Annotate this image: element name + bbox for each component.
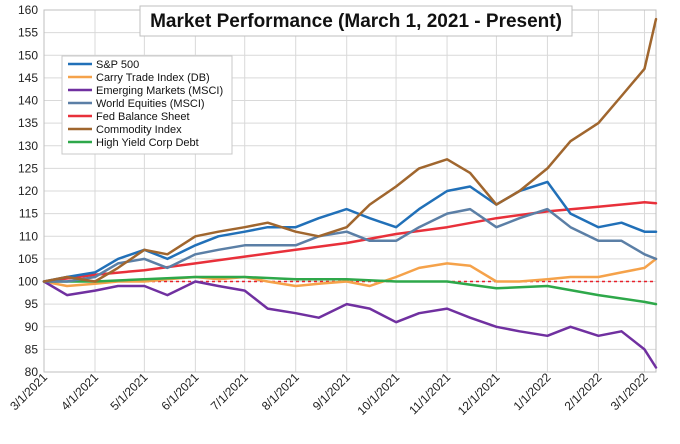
x-tick-label-11: 2/1/2022: [562, 370, 605, 413]
legend-box: [61, 55, 233, 155]
y-tick-label-125: 125: [18, 161, 38, 175]
series-line-carry-trade-index-db: [42, 257, 658, 288]
x-tick-label-10: 1/1/2022: [511, 370, 554, 413]
x-tick-label-4: 7/1/2021: [208, 370, 251, 413]
series-line-world-equities-msci: [42, 207, 658, 283]
series-line-commodity-index: [42, 17, 658, 283]
series-line-emerging-markets-msci: [42, 280, 658, 369]
legend-label-emerging-markets-msci: Emerging Markets (MSCI): [96, 85, 223, 97]
series-line-high-yield-corp-debt: [42, 275, 658, 306]
x-tick-label-5: 8/1/2021: [259, 370, 302, 413]
x-tick-label-2: 5/1/2021: [108, 370, 151, 413]
x-tick-label-7: 10/1/2021: [355, 370, 403, 418]
y-tick-label-130: 130: [18, 139, 38, 153]
legend-label-high-yield-corp-debt: High Yield Corp Debt: [96, 137, 199, 149]
legend-label-world-equities-msci: World Equities (MSCI): [96, 98, 205, 110]
chart-title-box: [139, 5, 573, 37]
series-lines: [42, 17, 658, 369]
x-axis-tick-labels: 3/1/2021 4/1/2021 5/1/2021 6/1/2021 7/1/2021…: [7, 370, 651, 418]
legend-label-carry-trade-index-db: Carry Trade Index (DB): [96, 72, 210, 84]
series-line-fed-balance-sheet: [42, 201, 658, 283]
y-tick-label-80: 80: [25, 365, 39, 379]
y-tick-label-140: 140: [18, 94, 38, 108]
x-tick-label-3: 6/1/2021: [159, 370, 202, 413]
y-tick-label-160: 160: [18, 3, 38, 17]
y-tick-label-100: 100: [18, 275, 38, 289]
x-tick-label-8: 11/1/2021: [406, 370, 453, 417]
chart-title-group: Market Performance (March 1, 2021 - Pres…: [139, 5, 573, 37]
y-tick-label-115: 115: [19, 207, 38, 221]
y-tick-label-150: 150: [18, 48, 38, 62]
legend-label-commodity-index: Commodity Index: [96, 124, 182, 136]
x-tick-label-1: 4/1/2021: [58, 370, 101, 413]
y-tick-label-135: 135: [18, 116, 38, 130]
y-tick-label-90: 90: [25, 320, 39, 334]
y-tick-label-110: 110: [19, 229, 38, 243]
y-tick-label-85: 85: [25, 342, 39, 356]
x-tick-label-9: 12/1/2021: [455, 370, 503, 418]
y-tick-label-105: 105: [18, 252, 38, 266]
y-tick-label-95: 95: [25, 297, 39, 311]
legend-label-s-p-500: S&P 500: [96, 59, 139, 71]
y-tick-label-155: 155: [18, 26, 38, 40]
x-tick-label-6: 9/1/2021: [310, 370, 353, 413]
legend-label-fed-balance-sheet: Fed Balance Sheet: [96, 111, 190, 123]
y-axis-tick-labels: 80 85 90 95 100 105 110 115 120 125 130 135 140 145 15…: [18, 3, 38, 379]
x-tick-label-12: 3/1/2022: [608, 370, 651, 413]
y-tick-label-145: 145: [18, 71, 38, 85]
y-tick-label-120: 120: [18, 184, 38, 198]
chart-title: Market Performance (March 1, 2021 - Pres…: [150, 11, 562, 32]
